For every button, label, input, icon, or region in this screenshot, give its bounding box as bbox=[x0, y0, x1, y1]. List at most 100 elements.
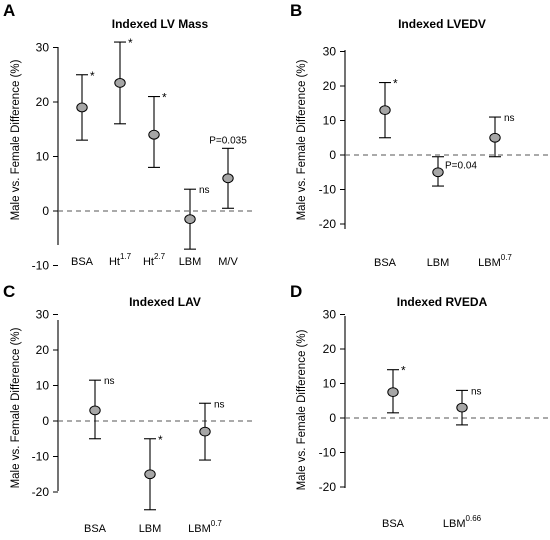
panel-letter: B bbox=[290, 1, 302, 20]
category-base: LBM bbox=[443, 518, 466, 530]
significance-label: * bbox=[90, 69, 95, 83]
y-axis: 30 20 10 0 -10 -20 bbox=[32, 308, 59, 499]
y-tick-label: -10 bbox=[32, 259, 50, 273]
y-tick-label: 10 bbox=[323, 377, 337, 391]
category-base: BSA bbox=[374, 257, 397, 269]
category-base: LBM bbox=[139, 523, 162, 535]
category-base: BSA bbox=[382, 518, 405, 530]
significance-label: * bbox=[162, 91, 167, 105]
category-label: LBM bbox=[427, 257, 450, 269]
significance-label: * bbox=[158, 433, 163, 447]
y-tick-label: 10 bbox=[323, 114, 337, 128]
y-tick-label: 0 bbox=[42, 204, 49, 218]
y-tick-label: 30 bbox=[323, 308, 337, 322]
y-tick-label: 10 bbox=[36, 150, 50, 164]
category-base: Ht bbox=[143, 256, 154, 268]
category-base: LBM bbox=[179, 256, 202, 268]
category-labels: BSA Ht1.7 Ht2.7 LBM M/V bbox=[71, 252, 238, 268]
y-axis-label: Male vs. Female Difference (%) bbox=[10, 59, 22, 220]
data-marks: ns * ns bbox=[58, 376, 256, 511]
data-marks: * * * ns P=0.035 bbox=[58, 36, 256, 250]
panel-title: Indexed LV Mass bbox=[112, 17, 209, 31]
category-label: LBM0.66 bbox=[443, 514, 482, 530]
category-labels: BSA LBM LBM0.7 bbox=[374, 253, 512, 269]
panel-letter: C bbox=[3, 282, 15, 301]
panel-d: D Indexed RVEDA Male vs. Female Differen… bbox=[290, 282, 548, 530]
y-tick-label: 0 bbox=[329, 148, 336, 162]
data-point bbox=[199, 426, 211, 437]
category-label: LBM bbox=[139, 523, 162, 535]
category-superscript: 0.7 bbox=[501, 253, 513, 262]
significance-label: * bbox=[393, 77, 398, 91]
category-base: LBM bbox=[188, 523, 211, 535]
category-base: BSA bbox=[84, 523, 107, 535]
significance-label: * bbox=[128, 36, 133, 50]
category-superscript: 0.66 bbox=[466, 514, 482, 523]
data-point bbox=[89, 405, 101, 416]
category-label: Ht1.7 bbox=[109, 252, 132, 268]
category-label: BSA bbox=[382, 518, 405, 530]
significance-label: ns bbox=[199, 185, 210, 196]
significance-label: ns bbox=[471, 386, 482, 397]
category-base: M/V bbox=[218, 256, 238, 268]
category-labels: BSA LBM0.66 bbox=[382, 514, 482, 530]
y-tick-label: -10 bbox=[319, 183, 337, 197]
category-label: BSA bbox=[84, 523, 107, 535]
y-tick-label: -20 bbox=[319, 480, 337, 494]
y-tick-label: -20 bbox=[32, 485, 50, 499]
significance-label: P=0.04 bbox=[445, 160, 477, 171]
data-point bbox=[114, 78, 126, 88]
y-axis: 30 20 10 0 -10 -20 bbox=[319, 308, 346, 494]
category-superscript: 1.7 bbox=[120, 252, 132, 261]
data-marks: * P=0.04 ns bbox=[345, 77, 548, 187]
significance-label: ns bbox=[504, 113, 515, 124]
significance-label: ns bbox=[214, 399, 225, 410]
panel-a: A Indexed LV Mass Male vs. Female Differ… bbox=[3, 1, 256, 273]
y-tick-label: 0 bbox=[42, 414, 49, 428]
category-base: BSA bbox=[71, 256, 94, 268]
category-label: Ht2.7 bbox=[143, 252, 166, 268]
category-superscript: 2.7 bbox=[154, 252, 166, 261]
data-point bbox=[222, 173, 234, 184]
data-point bbox=[432, 167, 444, 178]
data-point bbox=[387, 387, 399, 398]
data-point bbox=[184, 214, 196, 225]
panel-title: Indexed LAV bbox=[129, 295, 201, 309]
category-base: Ht bbox=[109, 256, 120, 268]
data-point bbox=[379, 105, 391, 116]
panel-title: Indexed RVEDA bbox=[397, 295, 488, 309]
y-tick-label: 10 bbox=[36, 379, 50, 393]
category-label: M/V bbox=[218, 256, 238, 268]
data-point bbox=[148, 129, 160, 140]
data-point bbox=[144, 469, 156, 480]
y-tick-label: 20 bbox=[36, 343, 50, 357]
panel-letter: A bbox=[3, 1, 15, 20]
panel-letter: D bbox=[290, 282, 302, 301]
y-axis: 30 20 10 0 -10 -20 bbox=[319, 45, 346, 231]
y-axis-label: Male vs. Female Difference (%) bbox=[296, 59, 308, 220]
category-label: BSA bbox=[374, 257, 397, 269]
panel-b: B Indexed LVEDV Male vs. Female Differen… bbox=[290, 1, 548, 269]
y-tick-label: 0 bbox=[329, 411, 336, 425]
panel-title: Indexed LVEDV bbox=[398, 17, 486, 31]
y-tick-label: -20 bbox=[319, 217, 337, 231]
y-tick-label: 20 bbox=[36, 95, 50, 109]
y-axis-label: Male vs. Female Difference (%) bbox=[296, 329, 308, 490]
y-axis: 30 20 10 0 -10 bbox=[32, 41, 59, 273]
significance-label: * bbox=[401, 364, 406, 378]
category-labels: BSA LBM LBM0.7 bbox=[84, 519, 222, 535]
category-base: LBM bbox=[478, 257, 501, 269]
y-tick-label: 20 bbox=[323, 79, 337, 93]
significance-label: ns bbox=[104, 376, 115, 387]
y-tick-label: -10 bbox=[319, 446, 337, 460]
data-marks: * ns bbox=[345, 364, 548, 426]
category-base: LBM bbox=[427, 257, 450, 269]
category-label: BSA bbox=[71, 256, 94, 268]
data-point bbox=[456, 402, 468, 413]
category-label: LBM0.7 bbox=[478, 253, 512, 269]
data-point bbox=[489, 132, 501, 143]
panel-c: C Indexed LAV Male vs. Female Difference… bbox=[3, 282, 256, 535]
y-axis-label: Male vs. Female Difference (%) bbox=[10, 327, 22, 488]
y-tick-label: 30 bbox=[323, 45, 337, 59]
